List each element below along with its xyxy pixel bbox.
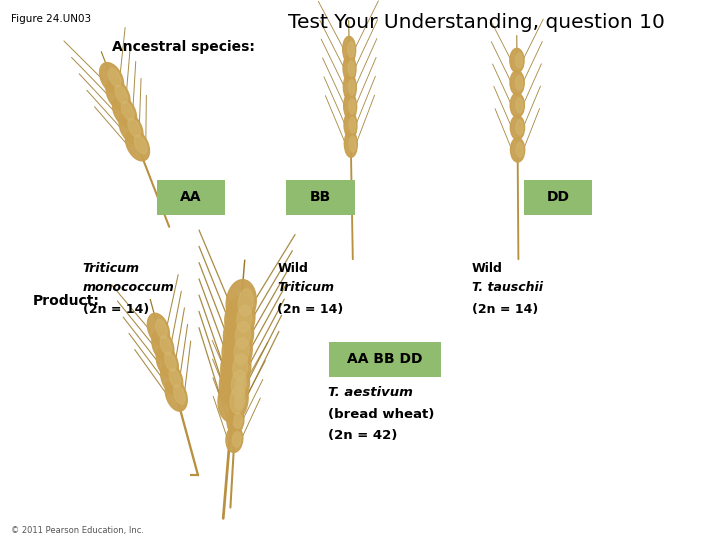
Ellipse shape	[344, 112, 357, 138]
Text: DD: DD	[546, 190, 570, 204]
Ellipse shape	[510, 71, 524, 95]
Ellipse shape	[233, 431, 241, 447]
Ellipse shape	[516, 143, 523, 157]
Ellipse shape	[343, 74, 356, 101]
Ellipse shape	[349, 98, 356, 114]
Ellipse shape	[516, 76, 523, 90]
Text: T. aestivum: T. aestivum	[328, 386, 413, 399]
Ellipse shape	[344, 131, 357, 157]
Ellipse shape	[349, 117, 356, 133]
Ellipse shape	[510, 138, 525, 162]
Ellipse shape	[148, 313, 169, 346]
Ellipse shape	[160, 336, 171, 355]
Ellipse shape	[125, 130, 150, 161]
Text: Ancestral species:: Ancestral species:	[112, 40, 254, 55]
Ellipse shape	[235, 394, 243, 410]
Ellipse shape	[135, 135, 147, 154]
Text: Triticum: Triticum	[277, 281, 334, 294]
Ellipse shape	[122, 102, 134, 120]
Ellipse shape	[226, 280, 256, 325]
Text: (2n = 14): (2n = 14)	[277, 303, 343, 316]
FancyBboxPatch shape	[287, 179, 355, 214]
Text: (2n = 14): (2n = 14)	[472, 303, 538, 316]
Text: (2n = 14): (2n = 14)	[83, 303, 149, 316]
Ellipse shape	[233, 354, 248, 381]
Ellipse shape	[220, 361, 250, 406]
Ellipse shape	[235, 321, 251, 349]
Ellipse shape	[109, 68, 121, 87]
Ellipse shape	[222, 328, 252, 374]
Ellipse shape	[119, 113, 143, 144]
Ellipse shape	[152, 329, 174, 362]
Ellipse shape	[510, 49, 524, 72]
Text: Wild: Wild	[472, 262, 503, 275]
Ellipse shape	[156, 319, 167, 339]
Ellipse shape	[112, 96, 137, 127]
Ellipse shape	[229, 370, 246, 396]
FancyBboxPatch shape	[330, 342, 441, 377]
Ellipse shape	[221, 345, 251, 390]
Ellipse shape	[128, 118, 140, 137]
Ellipse shape	[165, 352, 176, 372]
Ellipse shape	[226, 426, 243, 453]
Ellipse shape	[348, 79, 355, 96]
Text: Figure 24.UN03: Figure 24.UN03	[11, 14, 91, 24]
Ellipse shape	[115, 85, 127, 104]
Ellipse shape	[156, 346, 179, 379]
Ellipse shape	[234, 338, 249, 365]
Ellipse shape	[165, 379, 187, 411]
Ellipse shape	[174, 385, 185, 404]
Text: AA BB DD: AA BB DD	[348, 352, 423, 366]
Text: BB: BB	[310, 190, 331, 204]
Text: AA: AA	[180, 190, 202, 204]
Ellipse shape	[343, 93, 356, 120]
Ellipse shape	[510, 93, 524, 117]
Ellipse shape	[231, 370, 246, 397]
Ellipse shape	[238, 289, 253, 316]
FancyBboxPatch shape	[157, 179, 225, 214]
Ellipse shape	[169, 368, 181, 388]
Ellipse shape	[236, 376, 244, 392]
Ellipse shape	[161, 362, 183, 395]
Ellipse shape	[516, 98, 523, 112]
Text: Product:: Product:	[32, 294, 99, 308]
Text: (2n = 42): (2n = 42)	[328, 429, 397, 442]
Ellipse shape	[227, 408, 244, 434]
Text: Test Your Understanding, question 10: Test Your Understanding, question 10	[288, 14, 665, 32]
Ellipse shape	[348, 42, 354, 58]
Ellipse shape	[510, 116, 525, 140]
Ellipse shape	[218, 377, 248, 422]
Text: (bread wheat): (bread wheat)	[328, 408, 434, 421]
Ellipse shape	[343, 55, 356, 82]
Text: Wild: Wild	[277, 262, 308, 275]
Text: monococcum: monococcum	[83, 281, 174, 294]
Ellipse shape	[343, 36, 356, 63]
Ellipse shape	[237, 305, 252, 333]
Text: Triticum: Triticum	[83, 262, 140, 275]
Text: T. tauschii: T. tauschii	[472, 281, 543, 294]
Ellipse shape	[516, 120, 523, 135]
Ellipse shape	[516, 53, 523, 68]
Ellipse shape	[234, 413, 242, 429]
FancyBboxPatch shape	[524, 179, 593, 214]
Ellipse shape	[348, 60, 355, 77]
Ellipse shape	[349, 136, 356, 152]
Ellipse shape	[106, 79, 130, 111]
Text: © 2011 Pearson Education, Inc.: © 2011 Pearson Education, Inc.	[11, 525, 144, 535]
Ellipse shape	[223, 312, 253, 357]
Ellipse shape	[99, 63, 124, 94]
Ellipse shape	[228, 389, 245, 415]
Ellipse shape	[225, 296, 255, 341]
Ellipse shape	[230, 386, 245, 414]
